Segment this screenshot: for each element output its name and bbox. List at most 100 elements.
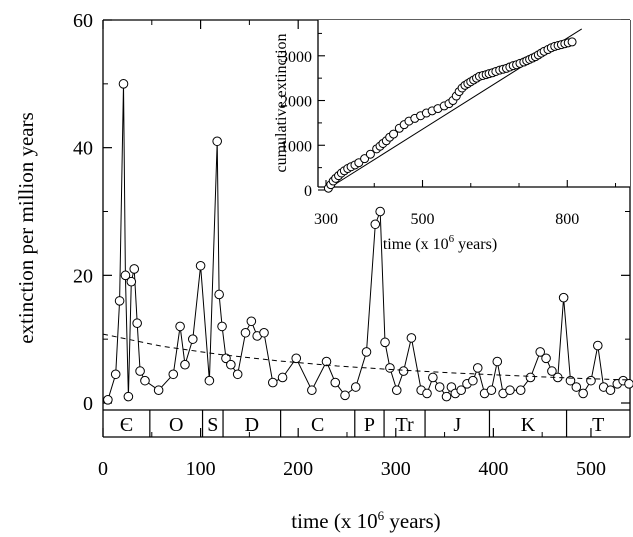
extinction-point	[126, 276, 137, 287]
extinction-point	[307, 385, 317, 396]
extinction-point	[547, 366, 557, 376]
period-label: J	[453, 414, 461, 436]
extinction-point	[268, 377, 278, 388]
inset-point	[389, 129, 399, 139]
extinction-point	[291, 353, 302, 364]
extinction-point	[103, 395, 113, 405]
extinction-point	[571, 382, 582, 392]
extinction-point	[221, 353, 231, 364]
extinction-point	[541, 353, 551, 364]
extinction-point	[180, 359, 190, 370]
extinction-point	[195, 260, 206, 271]
extinction-point	[492, 356, 503, 367]
extinction-point	[118, 79, 129, 89]
extinction-point	[110, 369, 121, 380]
extinction-point	[535, 347, 546, 357]
extinction-point	[232, 369, 243, 380]
extinction-point	[391, 385, 402, 396]
extinction-point	[586, 375, 596, 386]
main-x-axis-title: time (x 106 years)	[291, 508, 440, 533]
extinction-point	[246, 316, 257, 327]
main-y-axis-title: extinction per million years	[14, 112, 38, 344]
period-band: Є O S D C P Tr J K T	[103, 409, 630, 437]
extinction-point	[422, 388, 432, 399]
x-tick-label: 100	[186, 458, 216, 480]
period-label: K	[521, 414, 536, 436]
inset-x-axis-title: time (x 106 years)	[383, 233, 497, 253]
extinction-point	[187, 334, 198, 344]
extinction-point	[515, 385, 526, 396]
inset-y-tick-label: 0	[304, 183, 312, 200]
inset-y-tick-label: 2000	[280, 94, 312, 111]
extinction-point	[140, 375, 150, 386]
main-series	[102, 79, 633, 405]
extinction-point	[558, 292, 569, 303]
extinction-point	[472, 363, 483, 373]
extinction-point	[135, 366, 145, 376]
x-tick-label: 300	[381, 458, 411, 480]
extinction-point	[361, 347, 372, 357]
inset-x-tick-label: 300	[314, 211, 338, 228]
x-tick-label: 0	[98, 458, 108, 480]
inset-plot: 0 1000 2000 3000 300 500 800 cumulative extinc…	[273, 20, 630, 253]
inset-y-tick-label: 3000	[280, 49, 312, 66]
extinction-point	[468, 375, 478, 386]
y-tick-label: 60	[73, 10, 93, 32]
extinction-point	[441, 391, 452, 402]
inset-ticks: 0 1000 2000 3000 300 500 800	[280, 32, 617, 228]
extinction-point	[370, 219, 381, 230]
x-tick-label: 200	[283, 458, 313, 480]
inset-point	[360, 154, 370, 164]
extinction-point	[321, 356, 332, 367]
main-plot: 0 20 40 60 0 100 200 300 400 500 Є O S D C P Tr J K T exti…	[14, 10, 633, 533]
extinction-point	[204, 375, 215, 386]
extinction-point	[624, 379, 633, 389]
extinction-point	[406, 333, 417, 343]
inset-point	[567, 37, 577, 47]
extinction-point	[226, 359, 236, 370]
extinction-point	[525, 372, 536, 383]
extinction-point	[212, 136, 222, 147]
extinction-point	[350, 382, 361, 392]
extinction-point	[217, 321, 227, 332]
extinction-point	[340, 390, 350, 401]
period-label: C	[311, 414, 324, 436]
extinction-point	[592, 340, 603, 351]
y-tick-label: 20	[73, 265, 93, 287]
extinction-point	[385, 363, 395, 373]
extinction-point	[330, 377, 341, 388]
inset-y-tick-label: 1000	[280, 138, 312, 155]
x-tick-label: 500	[576, 458, 606, 480]
inset-x-tick-label: 800	[555, 211, 579, 228]
extinction-point	[168, 369, 179, 380]
extinction-point	[132, 318, 142, 329]
period-label: P	[364, 414, 375, 436]
period-label: O	[169, 414, 183, 436]
inset-point	[365, 149, 375, 159]
inset-x-tick-label: 500	[411, 211, 435, 228]
fit-curve	[102, 333, 631, 381]
period-label: D	[245, 414, 259, 436]
extinction-point	[123, 391, 134, 402]
x-tick-label: 400	[478, 458, 508, 480]
period-label: Є	[120, 414, 133, 436]
extinction-point	[434, 382, 445, 392]
extinction-point	[375, 206, 385, 217]
extinction-point	[398, 366, 409, 376]
extinction-point	[175, 321, 185, 332]
extinction-point	[259, 327, 269, 338]
inset-series	[323, 28, 583, 193]
extinction-point	[114, 296, 125, 306]
extinction-point	[605, 385, 616, 396]
period-label: T	[592, 414, 604, 436]
period-label: S	[207, 414, 218, 436]
extinction-point	[153, 385, 164, 396]
extinction-point	[380, 337, 390, 348]
y-tick-label: 40	[73, 138, 93, 160]
extinction-point	[214, 289, 224, 300]
extinction-point	[240, 327, 251, 338]
extinction-point	[129, 264, 140, 274]
extinction-point	[277, 372, 288, 383]
period-label: Tr	[395, 414, 414, 436]
